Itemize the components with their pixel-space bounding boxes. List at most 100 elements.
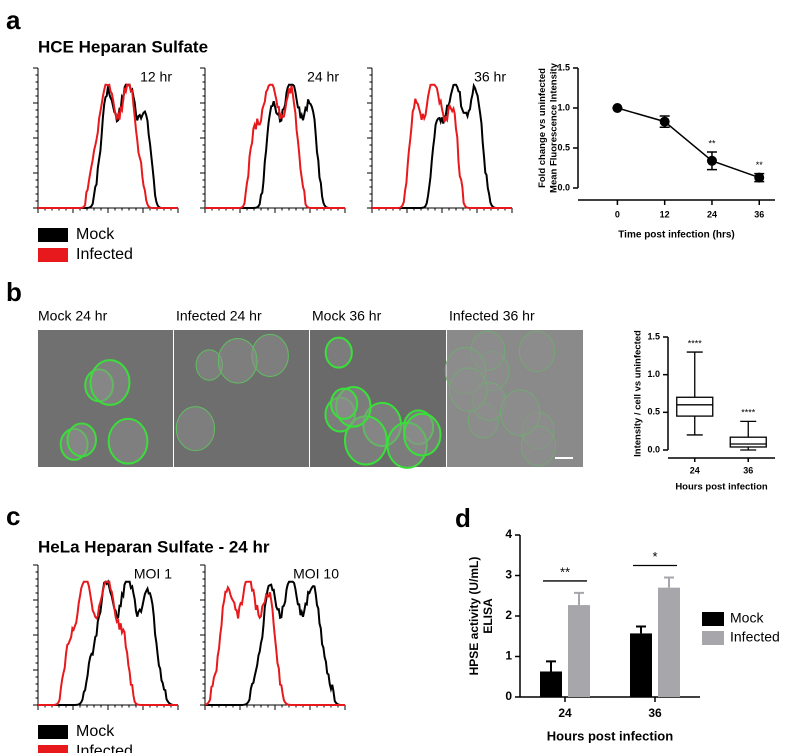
x-tick-label: 36: [648, 706, 662, 720]
box: [676, 396, 714, 417]
bar: [658, 587, 680, 697]
histogram-curve: [372, 83, 512, 209]
cell: [449, 367, 488, 412]
legend-swatch: [38, 725, 68, 739]
legend-label: Infected: [730, 629, 780, 645]
y-tick-label: 0: [505, 689, 512, 703]
image-label: Mock 36 hr: [312, 308, 382, 324]
error-bar: [636, 625, 646, 634]
bar: [630, 633, 652, 697]
legend-swatch: [38, 745, 68, 753]
legend-label: Mock: [76, 723, 115, 740]
y-tick-label: 0.5: [647, 407, 660, 417]
significance: **: [560, 564, 570, 579]
cell: [175, 406, 216, 452]
image-label: Infected 24 hr: [176, 308, 262, 324]
y-axis-label: Intensity / cell vs uninfected: [633, 330, 644, 457]
cell: [107, 417, 149, 465]
data-point: [612, 103, 623, 113]
cell: [217, 338, 258, 384]
image-label: Mock 24 hr: [38, 308, 108, 324]
legend-label: Infected: [76, 743, 133, 753]
y-tick-label: 1: [505, 649, 512, 663]
legend-swatch: [38, 228, 68, 242]
cell: [251, 333, 289, 378]
image-label: Infected 36 hr: [449, 308, 535, 324]
legend-swatch: [38, 248, 68, 262]
y-tick-label: 1.0: [557, 102, 570, 112]
error-bar: [546, 660, 556, 672]
cell: [500, 389, 541, 436]
histogram-curve: [205, 580, 345, 706]
legend-swatch: [702, 612, 724, 626]
x-axis-label: Hours post infection: [547, 728, 673, 743]
cell: [66, 422, 97, 458]
x-tick-label: 0: [615, 209, 620, 219]
histogram-label: 24 hr: [307, 69, 339, 85]
histogram-curve: [38, 579, 178, 706]
significance: **: [756, 160, 764, 170]
whisker: [740, 420, 757, 451]
histogram-curve: [205, 83, 345, 209]
y-axis-label: ELISA: [481, 598, 495, 634]
cell: [329, 387, 359, 420]
histogram-label: 12 hr: [140, 69, 172, 85]
y-tick-label: 1.5: [647, 331, 660, 341]
histogram-curve: [38, 83, 178, 209]
histogram-curve: [38, 83, 178, 209]
y-axis-label: HPSE activity (U/mL): [467, 557, 481, 676]
x-axis-label: Hours post infection: [675, 482, 768, 493]
y-tick-label: 0.0: [647, 444, 660, 454]
x-tick-label: 36: [754, 209, 764, 219]
cell: [518, 330, 556, 373]
y-tick-label: 1.5: [557, 62, 570, 72]
x-tick-label: 24: [707, 209, 717, 219]
x-tick-label: 12: [660, 209, 670, 219]
bar: [540, 671, 562, 697]
histogram-curve: [38, 580, 178, 706]
y-tick-label: 4: [505, 527, 512, 541]
panel-label: c: [6, 501, 20, 531]
data-point: [706, 155, 717, 166]
box: [729, 436, 767, 448]
y-tick-label: 0.5: [557, 142, 570, 152]
legend-swatch: [702, 631, 724, 645]
y-tick-label: 2: [505, 608, 512, 622]
data-line: [617, 107, 760, 179]
histogram-label: 36 hr: [474, 69, 506, 85]
bar: [568, 605, 590, 697]
y-tick-label: 1.0: [647, 369, 660, 379]
cell: [403, 412, 442, 457]
error-bar: [574, 591, 584, 606]
legend-label: Mock: [730, 610, 764, 626]
y-tick-label: 3: [505, 568, 512, 582]
panel-label: b: [6, 277, 22, 307]
y-axis-label: Fold change vs uninfected: [537, 68, 548, 188]
y-axis-label: Mean Fluorescence Intensity: [548, 62, 559, 193]
panel-title: HeLa Heparan Sulfate - 24 hr: [38, 537, 270, 556]
panel-label: a: [6, 5, 21, 35]
data-point: [659, 116, 670, 127]
significance: **: [708, 138, 716, 148]
significance: ****: [741, 408, 756, 418]
cell: [324, 336, 353, 369]
legend-label: Infected: [76, 246, 133, 263]
data-point: [754, 172, 765, 183]
significance: *: [652, 549, 657, 564]
whisker: [686, 351, 703, 436]
x-tick-label: 24: [558, 706, 572, 720]
x-tick-label: 36: [743, 465, 753, 475]
histogram-curve: [205, 83, 345, 209]
y-tick-label: 0.0: [557, 182, 570, 192]
histogram-label: MOI 1: [134, 566, 172, 582]
error-bar: [664, 576, 674, 588]
significance: ****: [688, 338, 703, 348]
x-axis-label: Time post infection (hrs): [618, 230, 735, 241]
histogram-label: MOI 10: [293, 566, 339, 582]
panel-title: HCE Heparan Sulfate: [38, 37, 208, 56]
x-tick-label: 24: [690, 465, 700, 475]
cell: [89, 359, 131, 406]
panel-label: d: [455, 503, 471, 533]
histogram-curve: [204, 580, 345, 706]
